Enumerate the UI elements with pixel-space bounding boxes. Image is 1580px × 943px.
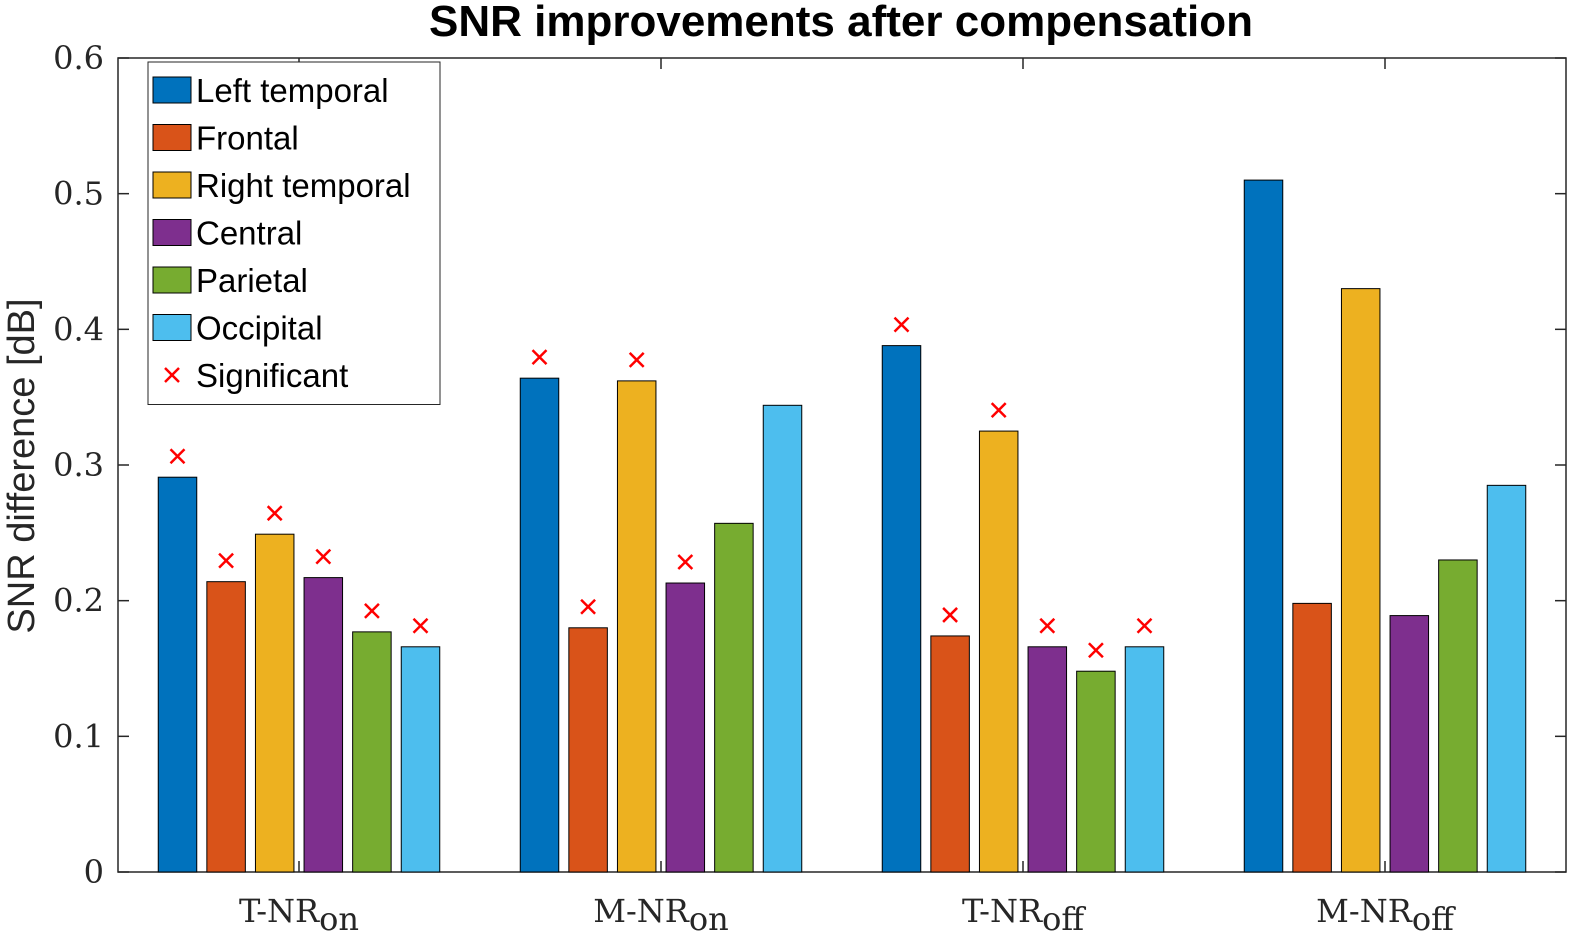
bar [881,345,922,873]
legend-swatch [152,76,192,104]
bar [665,582,706,873]
x-tick-label: M-NRon [593,892,729,938]
bar [157,476,198,873]
bar [1243,179,1284,873]
legend-label: Occipital [196,310,323,347]
significance-marker [580,598,596,615]
bar [1027,646,1068,873]
legend-label-significant: Significant [196,357,348,394]
legend-label: Parietal [196,262,308,299]
legend-swatch [152,266,192,294]
significance-marker [942,607,958,623]
bar [762,404,803,873]
bar [352,631,392,873]
legend-swatch [152,124,192,151]
bar [303,577,344,873]
y-tick-label: 0.5 [53,175,104,213]
bar [1292,602,1332,873]
significance-marker [893,316,910,333]
significance-marker [1039,617,1056,634]
bar [519,377,560,873]
significance-marker [677,554,694,570]
significance-marker [1088,642,1104,659]
bar [1076,670,1116,873]
significance-markers [169,316,1153,659]
significance-marker [218,552,234,569]
bar [206,581,246,873]
tick-labels: 0 0.1 0.2 0.3 0.4 0.5 0.6 T-NRon M-NRon T-NRoff M-… [53,39,1456,938]
significance-marker [412,617,429,634]
bar [1389,615,1430,873]
y-tick-label: 0.6 [53,39,104,77]
y-tick-label: 0.4 [53,310,104,348]
legend-swatch [152,171,192,199]
legend-marker-icon [164,367,180,383]
x-tick-label: M-NRoff [1316,892,1456,938]
bar [930,635,970,873]
significance-marker [531,349,548,366]
chart-title: SNR improvements after compensation [429,0,1253,46]
legend-label: Central [196,215,302,252]
significance-marker [364,602,380,619]
bar [1486,484,1527,873]
y-axis-label: SNR difference [dB] [1,298,43,633]
y-tick-label: 0.3 [53,446,104,484]
bar [616,380,657,873]
legend-label: Frontal [196,120,299,157]
bar [400,646,441,873]
bar [1438,559,1478,873]
legend: Left temporal Frontal Right temporal Centra… [147,61,441,405]
significance-marker [315,548,332,565]
legend-swatch [152,219,192,246]
significance-marker [628,352,645,368]
significance-marker [1136,617,1153,634]
legend-swatch [152,314,192,341]
bars-layer [157,179,1527,873]
significance-marker [169,448,186,465]
bar [1340,288,1381,873]
y-tick-label: 0.2 [53,582,104,620]
bar [714,522,754,873]
bar [978,430,1019,873]
bar [568,627,608,873]
significance-marker [266,505,283,522]
y-tick-label: 0.1 [53,717,104,755]
legend-box [147,61,441,405]
legend-label: Right temporal [196,167,411,204]
bar [254,533,295,873]
significance-marker [990,402,1007,418]
legend-label: Left temporal [196,72,389,109]
y-tick-label: 0 [84,853,104,891]
bar [1124,646,1165,873]
plot-axes [117,57,1567,873]
x-tick-label: T-NRoff [962,892,1086,938]
x-tick-label: T-NRon [239,892,359,938]
